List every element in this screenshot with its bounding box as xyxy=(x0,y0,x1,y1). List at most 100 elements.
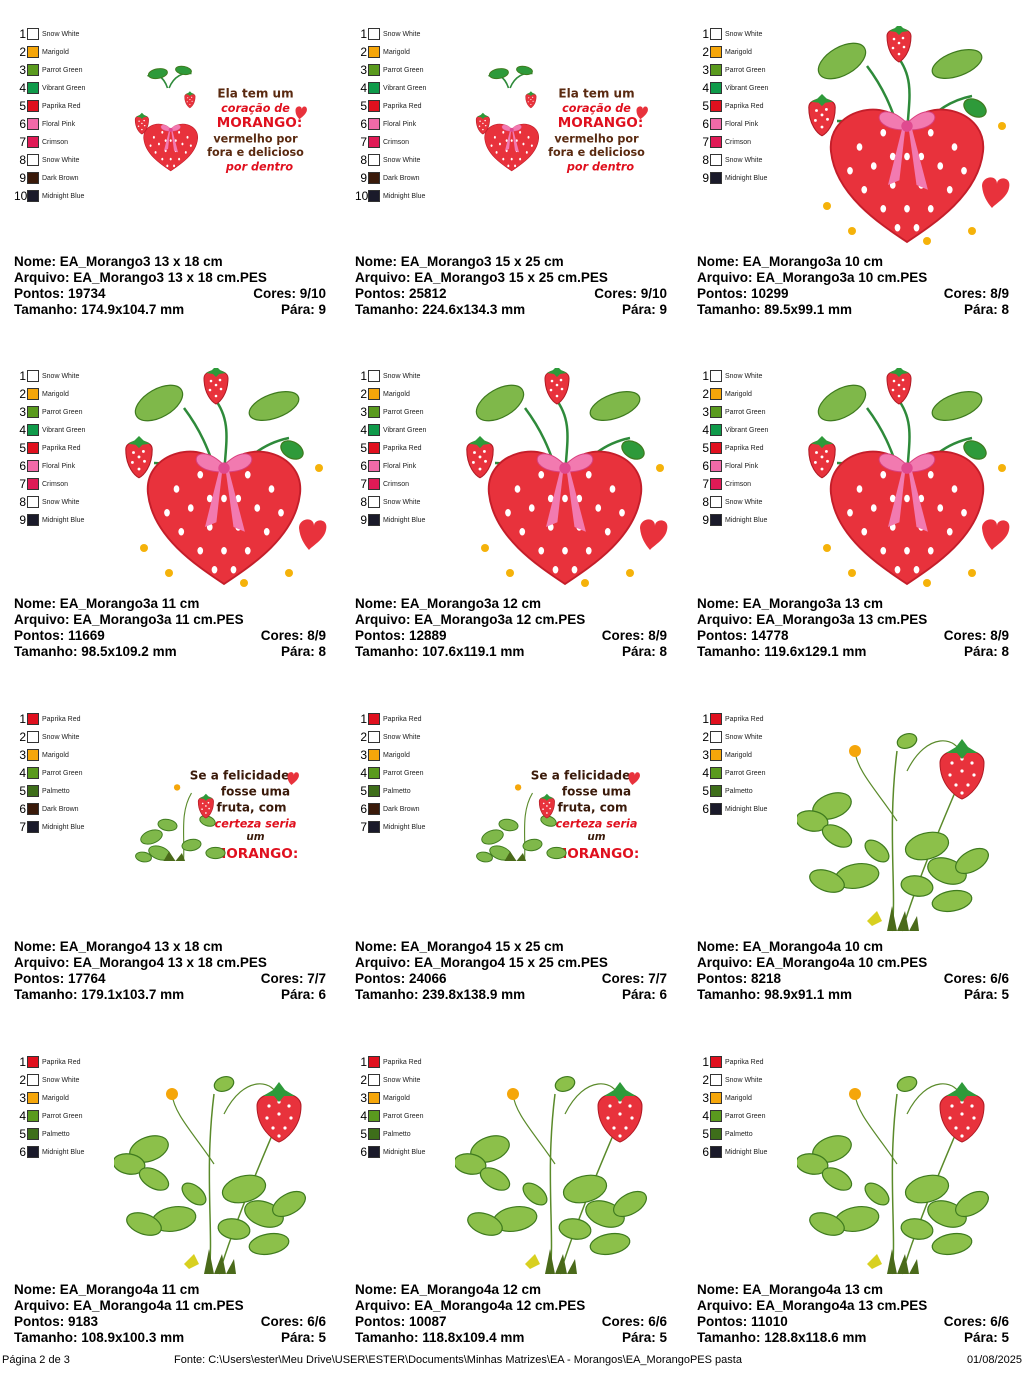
value-cores: 6/6 xyxy=(648,1314,667,1329)
thread-color-row: 5 Paprika Red xyxy=(14,98,81,114)
thread-color-row: 8 Snow White xyxy=(14,152,79,168)
thread-number: 8 xyxy=(702,153,709,167)
thread-number: 4 xyxy=(702,1109,709,1123)
design-card[interactable]: 1 Snow White 2 Marigold 3 Parrot Green 4 Vibran… xyxy=(355,368,675,698)
thread-name: Palmetto xyxy=(725,1130,753,1138)
thread-swatch xyxy=(710,1146,722,1158)
design-card[interactable]: 1 Paprika Red 2 Snow White 3 Marigold 4 Parrot … xyxy=(355,711,675,1041)
value-tamanho: 98.5x109.2 mm xyxy=(81,644,177,659)
art-text-line: certeza seria xyxy=(215,817,297,830)
thread-number: 7 xyxy=(19,820,26,834)
value-arquivo: EA_Morango4a 11 cm.PES xyxy=(73,1298,244,1313)
thread-color-row: 6 Dark Brown xyxy=(355,801,419,817)
design-stops: Pára: 8 xyxy=(964,644,1009,660)
thread-swatch xyxy=(368,1110,380,1122)
thread-number: 9 xyxy=(360,171,367,185)
thread-number: 4 xyxy=(360,81,367,95)
thread-color-row: 3 Parrot Green xyxy=(355,404,423,420)
thread-name: Paprika Red xyxy=(725,444,764,452)
design-card[interactable]: 1 Snow White 2 Marigold 3 Parrot Green 4 Vibran… xyxy=(355,26,675,356)
thread-number: 1 xyxy=(360,1055,367,1069)
thread-name: Snow White xyxy=(42,372,80,380)
thread-number: 6 xyxy=(702,459,709,473)
thread-number: 2 xyxy=(702,730,709,744)
design-card[interactable]: 1 Snow White 2 Marigold 3 Parrot Green 4 Vibran… xyxy=(697,26,1017,356)
design-size: Tamanho: 108.9x100.3 mm Pára: 5 xyxy=(14,1330,326,1346)
thread-name: Paprika Red xyxy=(383,715,422,723)
thread-name: Parrot Green xyxy=(383,408,424,416)
design-card[interactable]: 1 Paprika Red 2 Snow White 3 Marigold 4 Parrot … xyxy=(697,1054,1017,1384)
thread-color-row: 4 Parrot Green xyxy=(697,765,765,781)
design-card[interactable]: 1 Snow White 2 Marigold 3 Parrot Green 4 Vibran… xyxy=(697,368,1017,698)
thread-number: 6 xyxy=(19,1145,26,1159)
design-card[interactable]: 1 Paprika Red 2 Snow White 3 Marigold 4 Parrot … xyxy=(14,711,334,1041)
design-size: Tamanho: 128.8x118.6 mm Pára: 5 xyxy=(697,1330,1009,1346)
value-para: 8 xyxy=(1001,644,1009,659)
thread-swatch xyxy=(27,821,39,833)
thread-swatch xyxy=(710,172,722,184)
thread-name: Midnight Blue xyxy=(725,174,768,182)
label-pontos: Pontos: xyxy=(14,1314,68,1329)
embroidery-preview xyxy=(808,26,1010,245)
thread-number: 3 xyxy=(19,405,26,419)
thread-number: 1 xyxy=(19,369,26,383)
design-stitches: Pontos: 19734 Cores: 9/10 xyxy=(14,286,326,302)
thread-name: Paprika Red xyxy=(42,1058,81,1066)
thread-color-row: 1 Paprika Red xyxy=(14,711,80,727)
design-colors: Cores: 9/10 xyxy=(594,286,667,302)
design-card[interactable]: 1 Snow White 2 Marigold 3 Parrot Green 4 Vibran… xyxy=(14,368,334,698)
design-size: Tamanho: 98.5x109.2 mm Pára: 8 xyxy=(14,644,326,660)
thread-swatch xyxy=(710,460,722,472)
design-stitches: Pontos: 17764 Cores: 7/7 xyxy=(14,971,326,987)
thread-number: 3 xyxy=(19,748,26,762)
thread-color-row: 4 Vibrant Green xyxy=(697,80,768,96)
thread-swatch xyxy=(27,100,39,112)
value-cores: 8/9 xyxy=(648,628,667,643)
design-info: Nome: EA_Morango3 15 x 25 cm Arquivo: EA_… xyxy=(355,254,667,318)
thread-name: Vibrant Green xyxy=(42,84,86,92)
embroidery-preview xyxy=(797,732,989,932)
thread-number: 10 xyxy=(355,189,369,203)
thread-name: Paprika Red xyxy=(383,444,422,452)
thread-name: Marigold xyxy=(725,390,752,398)
thread-number: 2 xyxy=(19,1073,26,1087)
design-card[interactable]: 1 Paprika Red 2 Snow White 3 Marigold 4 Parrot … xyxy=(355,1054,675,1384)
label-cores: Cores: xyxy=(943,971,991,986)
thread-color-row: 9 Midnight Blue xyxy=(14,512,84,528)
thread-swatch xyxy=(710,154,722,166)
thread-name: Palmetto xyxy=(383,787,411,795)
label-nome: Nome: xyxy=(697,596,743,611)
value-arquivo: EA_Morango3a 10 cm.PES xyxy=(756,270,928,285)
label-tamanho: Tamanho: xyxy=(697,302,765,317)
design-info: Nome: EA_Morango4a 11 cm Arquivo: EA_Mora… xyxy=(14,1282,326,1346)
thread-swatch xyxy=(368,1074,380,1086)
value-nome: EA_Morango4a 11 cm xyxy=(59,1282,200,1297)
thread-name: Snow White xyxy=(42,156,80,164)
design-card[interactable]: 1 Paprika Red 2 Snow White 3 Marigold 4 Parrot … xyxy=(14,1054,334,1384)
thread-number: 8 xyxy=(360,153,367,167)
art-text-line: por dentro xyxy=(225,160,294,173)
value-arquivo: EA_Morango4a 13 cm.PES xyxy=(756,1298,928,1313)
thread-swatch xyxy=(27,442,39,454)
thread-name: Parrot Green xyxy=(383,769,424,777)
thread-color-row: 3 Marigold xyxy=(14,747,69,763)
value-cores: 8/9 xyxy=(307,628,326,643)
label-arquivo: Arquivo: xyxy=(355,612,415,627)
thread-color-row: 1 Snow White xyxy=(14,368,79,384)
thread-color-row: 7 Crimson xyxy=(697,134,751,150)
design-card[interactable]: 1 Paprika Red 2 Snow White 3 Marigold 4 Parrot … xyxy=(697,711,1017,1041)
design-info: Nome: EA_Morango3a 12 cm Arquivo: EA_Mora… xyxy=(355,596,667,660)
thread-name: Paprika Red xyxy=(42,102,81,110)
value-arquivo: EA_Morango3 15 x 25 cm.PES xyxy=(414,270,608,285)
thread-color-row: 5 Palmetto xyxy=(355,783,411,799)
thread-color-row: 3 Parrot Green xyxy=(697,62,765,78)
thread-name: Vibrant Green xyxy=(383,426,427,434)
label-nome: Nome: xyxy=(355,1282,401,1297)
thread-number: 5 xyxy=(360,441,367,455)
design-card[interactable]: 1 Snow White 2 Marigold 3 Parrot Green 4 Vibran… xyxy=(14,26,334,356)
thread-name: Midnight Blue xyxy=(383,823,426,831)
thread-swatch xyxy=(27,496,39,508)
value-pontos: 14778 xyxy=(751,628,789,643)
thread-number: 7 xyxy=(19,135,26,149)
thread-number: 7 xyxy=(702,135,709,149)
